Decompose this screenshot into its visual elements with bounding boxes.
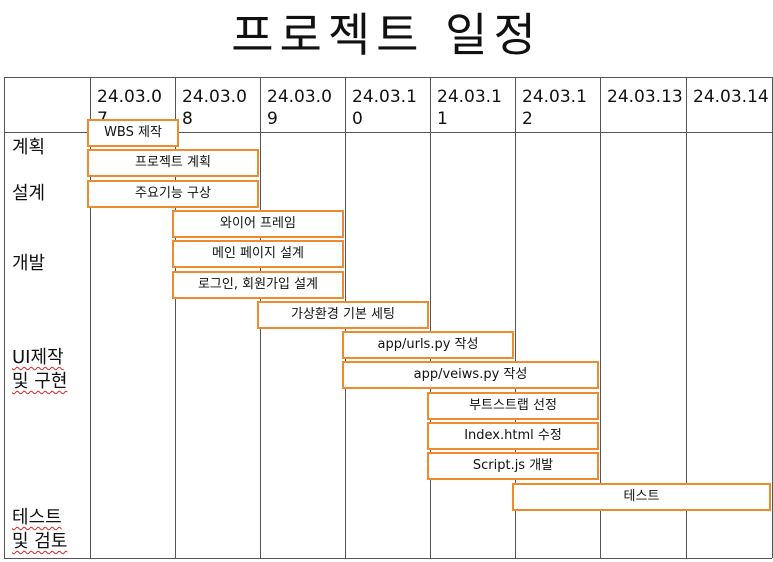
task-bar: app/veiws.py 작성	[342, 361, 599, 389]
header-bottom-border	[4, 132, 772, 133]
date-header-4: 24.03.11	[437, 87, 502, 129]
table-bottom-border	[4, 558, 772, 559]
phase-test-line1: 테스트	[12, 507, 62, 528]
table-top-border	[4, 77, 772, 78]
task-bar: 와이어 프레임	[172, 210, 344, 238]
column-line-6	[600, 77, 601, 558]
phase-label-plan: 계획	[12, 136, 45, 160]
table-left-border	[4, 77, 5, 558]
date-header-5: 24.03.12	[522, 87, 587, 129]
phase-dev-text: 개발	[12, 253, 46, 274]
phase-label-design: 설계	[12, 182, 45, 206]
task-bar: Script.js 개발	[427, 452, 599, 480]
column-line-4	[430, 77, 431, 558]
task-bar: 프로젝트 계획	[87, 149, 259, 177]
phase-ui-line1: UI제작	[12, 347, 64, 368]
task-bar: 가상환경 기본 세팅	[257, 301, 429, 329]
date-header-3: 24.03.10	[352, 87, 417, 129]
column-line-1	[175, 77, 176, 558]
column-line-0	[90, 77, 91, 558]
column-line-7	[686, 77, 687, 558]
column-line-5	[515, 77, 516, 558]
phase-label-dev: 개발	[12, 252, 45, 276]
task-bar: WBS 제작	[87, 119, 179, 147]
phase-test-line2: 및 검토	[12, 531, 68, 552]
phase-ui-line2: 및 구현	[12, 371, 68, 392]
phase-label-ui: UI제작 및 구현	[12, 346, 67, 394]
task-bar: 테스트	[512, 483, 771, 511]
date-header-2: 24.03.09	[267, 87, 332, 129]
schedule-title: 프로젝트 일정	[231, 8, 542, 62]
task-bar: app/urls.py 작성	[342, 331, 514, 359]
task-bar: 주요기능 구상	[87, 180, 259, 208]
phase-plan-text: 계획	[12, 137, 46, 158]
task-bar: 메인 페이지 설계	[172, 240, 344, 268]
phase-label-test: 테스트 및 검토	[12, 506, 67, 554]
task-bar: 로그인, 회원가입 설계	[172, 271, 344, 299]
date-header-7: 24.03.14	[693, 87, 769, 107]
task-bar: 부트스트랩 선정	[427, 392, 599, 420]
task-bar: Index.html 수정	[427, 422, 599, 450]
date-header-6: 24.03.13	[607, 87, 683, 107]
phase-design-text: 설계	[12, 183, 46, 204]
date-header-1: 24.03.08	[182, 87, 247, 129]
